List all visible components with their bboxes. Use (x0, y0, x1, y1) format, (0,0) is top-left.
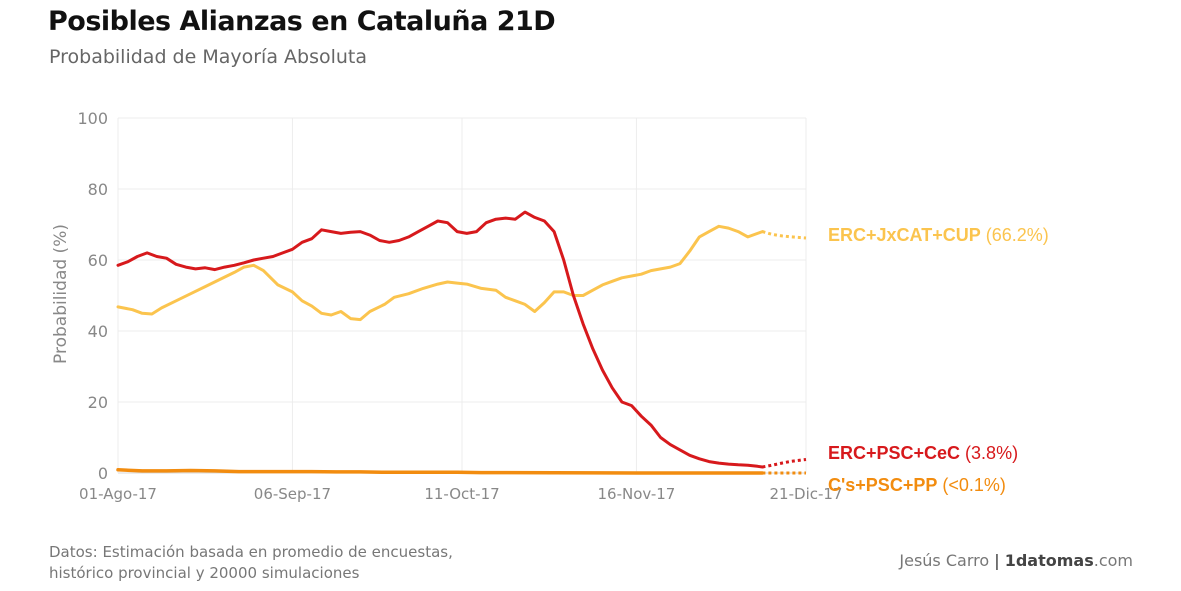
y-tick-label: 0 (98, 464, 108, 483)
series-label-value: (3.8%) (960, 443, 1018, 463)
series-label-name: ERC+PSC+CeC (828, 443, 960, 463)
y-tick-label: 20 (88, 393, 108, 412)
source-line-1: Datos: Estimación basada en promedio de … (49, 543, 453, 561)
series-label-2: ERC+PSC+CeC (3.8%) (828, 443, 1018, 463)
credit-tld: .com (1093, 551, 1133, 570)
y-tick-label: 80 (88, 180, 108, 199)
y-axis-label: Probabilidad (%) (51, 224, 71, 364)
x-tick-label: 11-Oct-17 (424, 485, 499, 503)
series-label-name: C's+PSC+PP (828, 475, 937, 495)
credit-brand: 1datomas (1004, 551, 1094, 570)
x-axis-ticks: 01-Ago-17 06-Sep-17 11-Oct-17 16-Nov-17 21-D… (79, 485, 842, 503)
y-tick-label: 60 (88, 251, 108, 270)
y-tick-label: 100 (77, 109, 108, 128)
series-label-value: (<0.1%) (937, 475, 1006, 495)
series-label-1: ERC+JxCAT+CUP (66.2%) (828, 225, 1049, 245)
x-tick-label: 01-Ago-17 (79, 485, 157, 503)
credit-author: Jesús Carro (899, 551, 990, 570)
series-label-name: ERC+JxCAT+CUP (828, 225, 981, 245)
series-label-3: C's+PSC+PP (<0.1%) (828, 475, 1006, 495)
y-tick-label: 40 (88, 322, 108, 341)
y-axis-ticks: 0 20 40 60 80 100 (77, 109, 108, 483)
series-projection-2 (762, 458, 807, 469)
x-tick-label: 21-Dic-17 (770, 485, 843, 503)
series-lines (116, 210, 807, 475)
series-labels: ERC+JxCAT+CUP (66.2%) ERC+PSC+CeC (3.8%) C… (828, 225, 1049, 495)
series-line-3 (116, 468, 765, 475)
source-line-2: histórico provincial y 20000 simulacione… (49, 564, 360, 582)
series-line-1 (116, 224, 764, 322)
source-note: Datos: Estimación basada en promedio de … (49, 542, 453, 584)
x-tick-label: 16-Nov-17 (597, 485, 675, 503)
credit: Jesús Carro | 1datomas.com (899, 551, 1133, 570)
credit-separator: | (994, 551, 1000, 570)
chart-title: Posibles Alianzas en Cataluña 21D (48, 6, 556, 37)
chart-subtitle: Probabilidad de Mayoría Absoluta (49, 46, 368, 68)
x-tick-label: 06-Sep-17 (254, 485, 331, 503)
series-line-2 (116, 210, 764, 469)
series-projection-1 (761, 230, 807, 240)
series-label-value: (66.2%) (981, 225, 1049, 245)
grid (117, 117, 807, 474)
